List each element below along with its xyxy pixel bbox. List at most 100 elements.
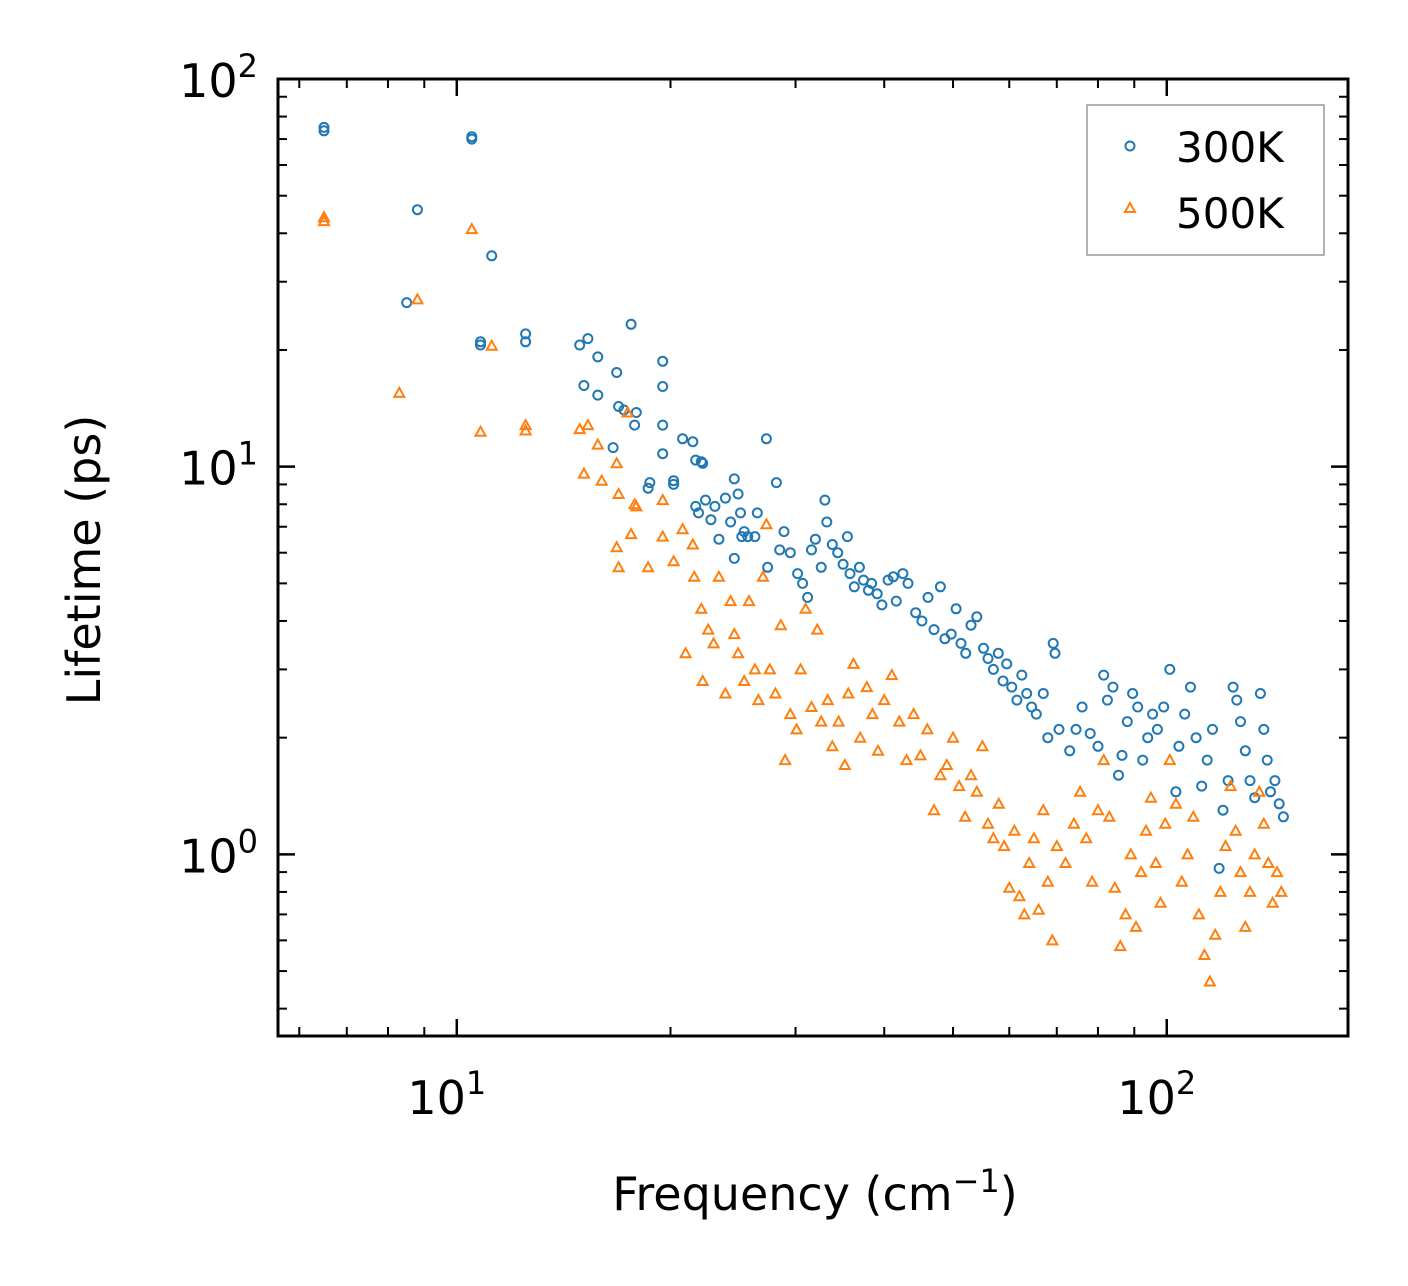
- data-point-500k: [656, 529, 670, 542]
- data-point-300k: [997, 675, 1009, 687]
- data-point-500k: [970, 784, 984, 797]
- data-point-500k: [1007, 823, 1022, 836]
- data-point-500k: [641, 560, 655, 573]
- data-point-500k: [666, 554, 681, 567]
- data-point-300k: [657, 355, 669, 367]
- data-point-300k: [841, 531, 853, 543]
- data-point-300k: [802, 591, 814, 603]
- data-point-500k: [877, 693, 891, 706]
- data-point-300k: [797, 577, 809, 589]
- data-point-300k: [853, 561, 865, 573]
- data-point-500k: [518, 418, 533, 431]
- data-point-500k: [687, 569, 701, 582]
- data-point-500k: [696, 673, 710, 686]
- data-point-300k: [657, 419, 669, 431]
- data-point-500k: [1180, 847, 1195, 860]
- data-point-300k: [719, 492, 731, 504]
- y-tick-base: 10: [179, 829, 238, 883]
- data-point-500k: [871, 743, 885, 756]
- data-point-500k: [1102, 809, 1116, 822]
- data-point-300k: [1142, 732, 1154, 744]
- data-point-300k: [668, 478, 680, 490]
- data-point-300k: [1158, 701, 1170, 713]
- data-point-300k: [695, 456, 707, 468]
- data-point-500k: [940, 757, 954, 770]
- data-point-300k: [1196, 780, 1208, 792]
- legend-marker-300k: [1124, 140, 1136, 152]
- x-tick-label: 102: [1117, 1064, 1196, 1125]
- data-point-300k: [657, 448, 669, 460]
- data-point-500k: [611, 486, 626, 499]
- data-point-300k: [1121, 716, 1133, 728]
- data-point-500k: [675, 522, 690, 535]
- data-point-300k: [1147, 708, 1159, 720]
- series-300k-points: [318, 121, 1289, 874]
- data-point-300k: [318, 125, 330, 137]
- data-point-300k: [687, 436, 699, 448]
- data-point-500k: [1012, 889, 1027, 902]
- data-point-500k: [1175, 874, 1189, 887]
- data-point-500k: [865, 707, 880, 720]
- data-point-300k: [1070, 723, 1082, 735]
- data-point-500k: [465, 222, 479, 235]
- data-point-500k: [992, 796, 1006, 809]
- data-point-500k: [831, 714, 846, 727]
- data-point-500k: [853, 730, 867, 743]
- data-point-500k: [518, 423, 533, 436]
- data-point-300k: [582, 333, 594, 345]
- data-point-500k: [410, 292, 425, 305]
- data-point-500k: [981, 816, 995, 829]
- data-point-500k: [789, 722, 804, 735]
- data-point-300k: [1277, 811, 1289, 823]
- data-point-300k: [736, 531, 748, 543]
- data-point-500k: [759, 517, 774, 530]
- data-point-500k: [1252, 784, 1266, 797]
- data-point-300k: [819, 494, 831, 506]
- data-point-500k: [1228, 823, 1243, 836]
- data-point-500k: [1248, 847, 1262, 860]
- data-point-500k: [885, 668, 899, 681]
- data-point-300k: [837, 558, 849, 570]
- data-point-500k: [1186, 809, 1200, 822]
- data-point-500k: [581, 418, 595, 431]
- data-point-300k: [705, 514, 717, 526]
- data-point-300k: [774, 544, 786, 556]
- data-point-500k: [964, 768, 978, 781]
- data-point-500k: [712, 569, 726, 582]
- data-point-500k: [783, 707, 797, 720]
- data-point-300k: [1076, 701, 1088, 713]
- data-point-500k: [1036, 803, 1050, 816]
- data-point-500k: [392, 385, 406, 398]
- data-point-300k: [318, 121, 330, 133]
- data-point-500k: [686, 537, 700, 550]
- data-point-500k: [1134, 865, 1148, 878]
- data-point-300k: [611, 367, 623, 378]
- data-point-300k: [486, 250, 498, 262]
- data-point-300k: [1207, 723, 1218, 735]
- data-point-500k: [1118, 907, 1133, 920]
- data-point-300k: [832, 547, 844, 559]
- data-point-300k: [1101, 694, 1113, 706]
- data-point-300k: [1064, 745, 1076, 757]
- data-point-500k: [913, 748, 928, 761]
- data-point-300k: [1030, 708, 1042, 720]
- data-point-300k: [1047, 637, 1059, 649]
- data-point-300k: [1227, 681, 1239, 693]
- data-point-300k: [1016, 669, 1028, 681]
- data-point-300k: [902, 577, 914, 589]
- data-point-500k: [1129, 919, 1143, 932]
- data-point-300k: [728, 552, 740, 564]
- data-point-300k: [690, 500, 702, 512]
- data-point-500k: [821, 693, 835, 706]
- data-point-300k: [1179, 708, 1191, 720]
- data-point-500k: [595, 473, 609, 486]
- data-point-300k: [742, 531, 754, 543]
- data-point-500k: [804, 699, 819, 712]
- data-point-500k: [1113, 939, 1127, 952]
- data-point-300k: [592, 351, 604, 363]
- data-point-500k: [1192, 907, 1206, 920]
- data-point-500k: [1050, 839, 1064, 852]
- data-point-300k: [630, 407, 642, 418]
- data-point-300k: [1084, 728, 1096, 739]
- data-point-500k: [751, 693, 766, 706]
